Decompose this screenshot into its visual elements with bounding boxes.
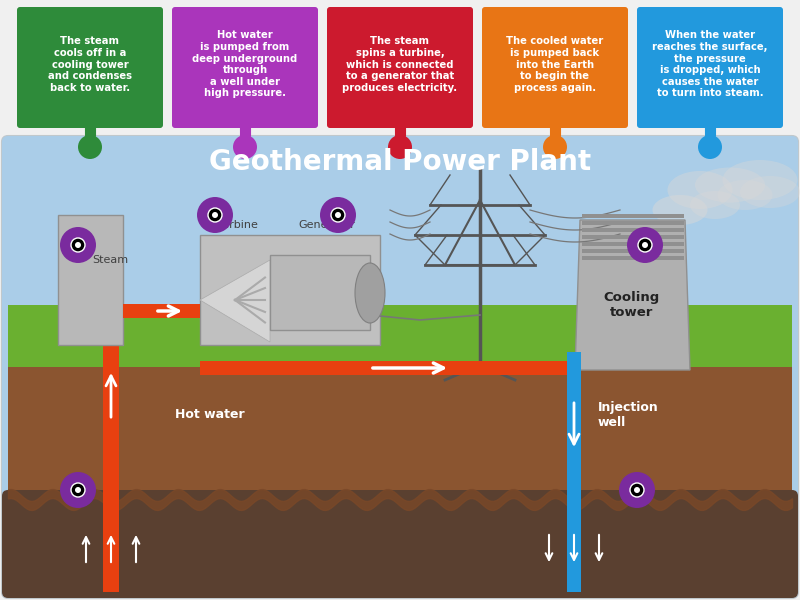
Bar [8, 305, 792, 370]
Circle shape [197, 197, 233, 233]
Bar [58, 215, 123, 345]
Circle shape [75, 242, 81, 248]
Ellipse shape [695, 167, 765, 202]
Circle shape [638, 238, 652, 252]
Ellipse shape [718, 180, 773, 210]
FancyBboxPatch shape [2, 490, 798, 598]
Circle shape [627, 227, 663, 263]
Bar [582, 220, 684, 225]
Circle shape [75, 487, 81, 493]
Circle shape [60, 227, 96, 263]
Bar [582, 227, 684, 232]
Text: Steam: Steam [92, 255, 128, 265]
Text: Generator: Generator [298, 220, 355, 230]
Bar [582, 241, 684, 246]
Ellipse shape [722, 160, 798, 200]
Bar [582, 256, 684, 260]
Text: Turbine: Turbine [217, 220, 258, 230]
Circle shape [78, 135, 102, 159]
FancyBboxPatch shape [172, 7, 318, 128]
Text: The steam
spins a turbine,
which is connected
to a generator that
produces elect: The steam spins a turbine, which is conn… [342, 36, 458, 92]
Text: The steam
cools off in a
cooling tower
and condenses
back to water.: The steam cools off in a cooling tower a… [48, 36, 132, 92]
Circle shape [212, 212, 218, 218]
Bar [582, 214, 684, 218]
Bar [200, 361, 575, 375]
Ellipse shape [690, 191, 740, 219]
Circle shape [634, 487, 640, 493]
Polygon shape [200, 260, 270, 342]
Bar [567, 352, 581, 592]
Text: The cooled water
is pumped back
into the Earth
to begin the
process again.: The cooled water is pumped back into the… [506, 36, 604, 92]
Circle shape [208, 208, 222, 222]
Ellipse shape [653, 195, 707, 225]
Bar [103, 327, 119, 592]
Circle shape [388, 135, 412, 159]
Circle shape [630, 483, 644, 497]
Bar [123, 304, 200, 318]
Ellipse shape [667, 171, 733, 209]
Text: Geothermal Power Plant: Geothermal Power Plant [209, 148, 591, 176]
Ellipse shape [355, 263, 385, 323]
Bar [200, 235, 380, 345]
Circle shape [233, 135, 257, 159]
Circle shape [331, 208, 345, 222]
Circle shape [619, 472, 655, 508]
Text: When the water
reaches the surface,
the pressure
is dropped, which
causes the wa: When the water reaches the surface, the … [652, 31, 768, 98]
Text: Hot water: Hot water [175, 409, 245, 421]
Circle shape [642, 242, 648, 248]
Bar [582, 248, 684, 253]
Text: Hot water
is pumped from
deep underground
through
a well under
high pressure.: Hot water is pumped from deep undergroun… [192, 31, 298, 98]
Text: Injection
well: Injection well [598, 401, 658, 429]
FancyBboxPatch shape [2, 136, 798, 598]
Text: Cooling
tower: Cooling tower [604, 291, 660, 319]
Circle shape [60, 472, 96, 508]
Polygon shape [575, 220, 690, 370]
FancyBboxPatch shape [17, 7, 163, 128]
FancyBboxPatch shape [327, 7, 473, 128]
Circle shape [71, 238, 85, 252]
Circle shape [320, 197, 356, 233]
Circle shape [543, 135, 567, 159]
FancyBboxPatch shape [637, 7, 783, 128]
FancyBboxPatch shape [482, 7, 628, 128]
Circle shape [698, 135, 722, 159]
Bar [270, 255, 370, 330]
Bar [582, 235, 684, 239]
Circle shape [71, 483, 85, 497]
FancyBboxPatch shape [2, 136, 798, 598]
Circle shape [335, 212, 341, 218]
Bar [8, 367, 792, 500]
Ellipse shape [740, 176, 800, 208]
